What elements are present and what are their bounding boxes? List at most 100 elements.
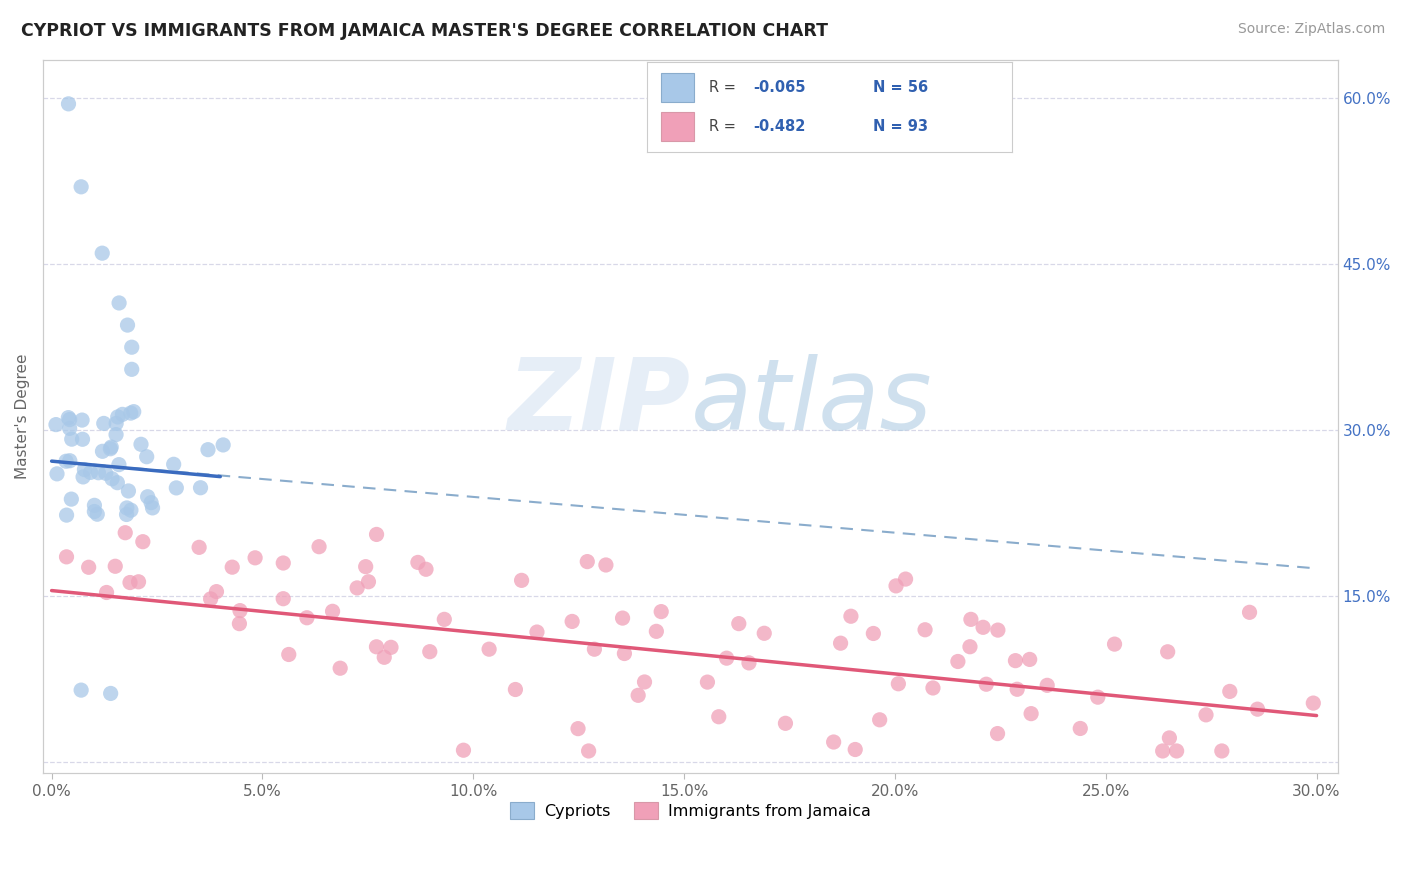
Point: [100, 442, 122, 456]
FancyBboxPatch shape: [661, 73, 695, 102]
Point: [108, 458, 131, 472]
Point: [72, 432, 94, 446]
Point: [73, 462, 96, 476]
Legend: Cypriots, Immigrants from Jamaica: Cypriots, Immigrants from Jamaica: [503, 796, 877, 826]
Point: [1211, 744, 1233, 758]
Point: [1239, 605, 1261, 619]
Point: [120, 406, 142, 420]
Point: [373, 650, 395, 665]
Point: [188, 541, 211, 555]
Point: [55, 454, 77, 468]
Text: N = 56: N = 56: [873, 80, 928, 95]
Point: [322, 604, 344, 618]
Point: [59, 421, 82, 435]
Text: Source: ZipAtlas.com: Source: ZipAtlas.com: [1237, 22, 1385, 37]
Point: [627, 689, 650, 703]
Point: [1246, 702, 1268, 716]
Point: [118, 575, 141, 590]
Point: [163, 458, 186, 472]
Point: [60, 492, 83, 507]
Point: [380, 640, 402, 655]
Point: [165, 481, 187, 495]
Y-axis label: Master's Degree: Master's Degree: [15, 353, 30, 479]
Point: [884, 579, 907, 593]
Point: [271, 591, 294, 606]
Point: [1019, 706, 1042, 721]
Point: [115, 500, 138, 515]
Point: [645, 624, 668, 639]
Point: [415, 562, 437, 576]
Point: [707, 710, 730, 724]
Text: -0.065: -0.065: [752, 80, 806, 95]
Point: [922, 681, 945, 695]
Point: [830, 636, 852, 650]
Text: CYPRIOT VS IMMIGRANTS FROM JAMAICA MASTER'S DEGREE CORRELATION CHART: CYPRIOT VS IMMIGRANTS FROM JAMAICA MASTE…: [21, 22, 828, 40]
FancyBboxPatch shape: [661, 112, 695, 141]
Point: [1087, 690, 1109, 705]
Point: [228, 616, 250, 631]
Point: [453, 743, 475, 757]
Point: [650, 605, 672, 619]
Point: [229, 604, 252, 618]
Point: [58, 96, 80, 111]
Point: [1302, 696, 1324, 710]
Text: atlas: atlas: [690, 353, 932, 450]
Point: [86, 507, 108, 521]
Text: R =: R =: [709, 120, 741, 134]
Point: [115, 508, 138, 522]
Point: [1219, 684, 1241, 698]
Point: [754, 626, 776, 640]
Point: [117, 318, 139, 332]
Point: [869, 713, 891, 727]
Text: ZIP: ZIP: [508, 353, 690, 450]
Point: [1069, 722, 1091, 736]
Point: [612, 611, 634, 625]
Point: [696, 675, 718, 690]
Point: [190, 481, 212, 495]
Point: [271, 556, 294, 570]
Point: [1036, 678, 1059, 692]
Point: [959, 640, 981, 654]
Point: [105, 427, 128, 442]
Point: [87, 466, 110, 480]
Text: -0.482: -0.482: [752, 120, 806, 134]
Point: [561, 615, 583, 629]
Point: [1018, 652, 1040, 666]
Point: [59, 412, 82, 426]
Point: [55, 508, 77, 522]
Point: [308, 540, 330, 554]
Point: [107, 409, 129, 424]
Point: [1005, 682, 1028, 697]
Point: [135, 450, 157, 464]
Point: [58, 410, 80, 425]
Point: [141, 500, 163, 515]
Point: [433, 612, 456, 626]
Point: [83, 504, 105, 518]
Point: [111, 408, 134, 422]
Point: [100, 440, 122, 454]
Point: [277, 648, 299, 662]
Point: [60, 432, 83, 446]
Point: [894, 572, 917, 586]
Point: [510, 574, 533, 588]
Point: [55, 549, 77, 564]
Point: [576, 555, 599, 569]
Point: [727, 616, 749, 631]
Point: [121, 340, 143, 354]
Point: [45, 417, 67, 432]
Point: [91, 444, 114, 458]
Point: [120, 503, 142, 517]
Point: [775, 716, 797, 731]
Point: [59, 454, 82, 468]
Point: [101, 472, 124, 486]
Point: [77, 560, 100, 574]
Point: [960, 612, 983, 626]
Point: [716, 651, 738, 665]
Point: [505, 682, 527, 697]
Point: [354, 559, 377, 574]
Point: [862, 626, 884, 640]
Point: [738, 656, 761, 670]
Point: [83, 499, 105, 513]
Point: [478, 642, 501, 657]
Point: [117, 483, 139, 498]
